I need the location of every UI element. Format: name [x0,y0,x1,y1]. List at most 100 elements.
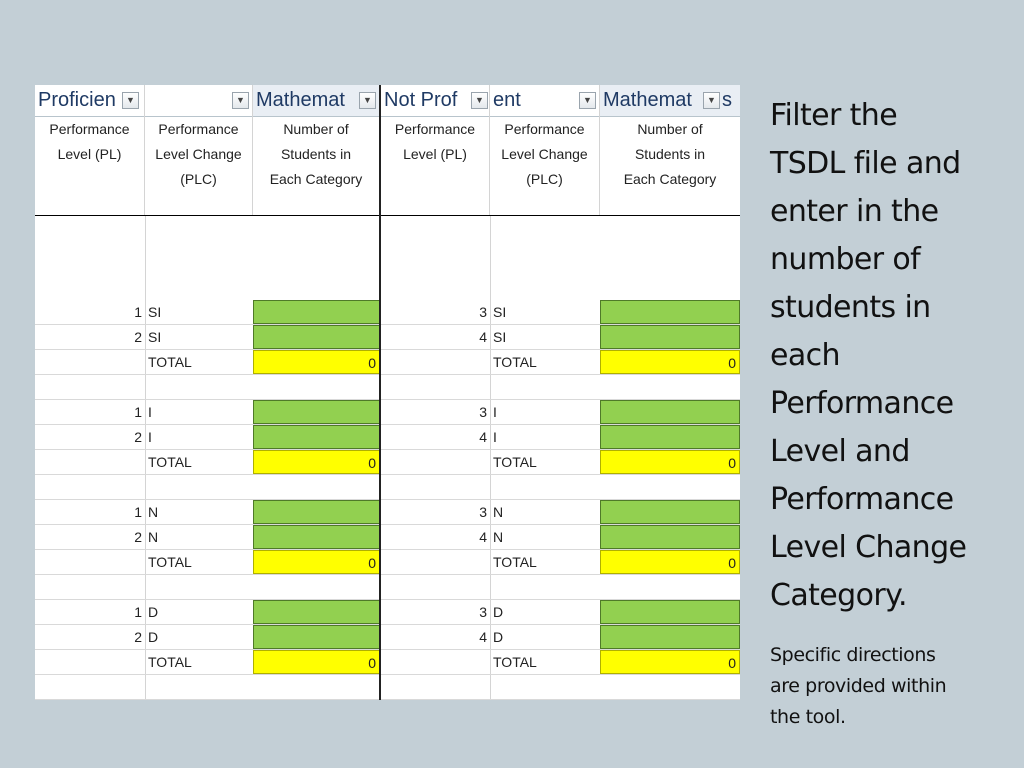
cell-pl: 1 [134,304,142,320]
filter-not-proficient-label: Not Prof [384,89,458,111]
header-pl-left: Performance Level (PL) [35,116,145,216]
dropdown-arrow-icon[interactable]: ▼ [359,92,376,109]
header-line: Level Change [155,146,242,162]
student-count-input[interactable] [253,600,380,624]
student-count-input[interactable] [600,600,740,624]
blank-row [35,375,740,400]
dropdown-arrow-icon[interactable]: ▼ [122,92,139,109]
header-line: Number of [637,121,703,137]
cell-pl: 2 [134,629,142,645]
cell-plc: SI [493,329,507,345]
spreadsheet-screenshot: Proficien ▼ ▼ Mathemat ▼ Not Prof ▼ ent … [35,85,740,700]
total-label: TOTAL [148,354,192,370]
student-count-input[interactable] [253,525,380,549]
cell-plc: D [493,629,504,645]
header-line: Each Category [623,171,717,187]
header-count-left: Number of Students in Each Category [253,116,380,216]
instruction-line: Level and [770,434,910,469]
student-count-input[interactable] [253,425,380,449]
filter-subject-left[interactable]: Mathemat ▼ [253,85,380,116]
instruction-line: each [770,338,841,373]
header-line: (PLC) [526,171,563,187]
table-row: 2 SI 4 SI [35,325,740,350]
filter-proficient-label: Proficien [38,89,116,111]
student-count-input[interactable] [600,425,740,449]
header-line: Level Change [501,146,588,162]
dropdown-arrow-icon[interactable]: ▼ [703,92,720,109]
note-line: the tool. [770,706,846,728]
table-split-divider [379,85,381,700]
header-line: Performance [504,121,585,137]
header-divider [35,215,740,216]
cell-plc: I [493,404,497,420]
table-row: 1 SI 3 SI [35,300,740,325]
filter-plc-right[interactable]: ent ▼ [490,85,600,116]
header-line: Level (PL) [403,146,467,162]
cell-pl: 3 [479,304,487,320]
grid-line [490,216,491,700]
cell-plc: I [148,404,152,420]
blank-row [35,675,740,700]
total-value: 0 [253,450,380,474]
student-count-input[interactable] [253,625,380,649]
total-value: 0 [253,650,380,674]
header-line: Students in [634,146,706,162]
student-count-input[interactable] [253,300,380,324]
student-count-input[interactable] [600,625,740,649]
total-value: 0 [600,550,740,574]
note-line: Specific directions [770,644,936,666]
cell-plc: SI [148,329,162,345]
instruction-line: Filter the [770,98,898,133]
total-label: TOTAL [493,354,537,370]
student-count-input[interactable] [600,300,740,324]
instruction-line: Performance [770,386,954,421]
header-plc-left: Performance Level Change (PLC) [145,116,253,216]
note-line: are provided within [770,675,947,697]
dropdown-arrow-icon[interactable]: ▼ [579,92,596,109]
filter-row: Proficien ▼ ▼ Mathemat ▼ Not Prof ▼ ent … [35,85,740,117]
filter-subject-left-label: Mathemat [256,89,345,111]
cell-plc: N [493,504,504,520]
header-line: Number of [283,121,349,137]
header-pl-right: Performance Level (PL) [381,116,490,216]
student-count-input[interactable] [600,500,740,524]
total-label: TOTAL [148,454,192,470]
student-count-input[interactable] [253,500,380,524]
header-plc-right: Performance Level Change (PLC) [490,116,600,216]
student-count-input[interactable] [600,400,740,424]
cell-plc: SI [493,304,507,320]
cell-pl: 1 [134,604,142,620]
header-line: Performance [394,121,476,137]
student-count-input[interactable] [253,400,380,424]
cell-plc: D [148,629,159,645]
cell-pl: 4 [479,429,487,445]
cell-plc: I [148,429,152,445]
instruction-line: number of [770,242,921,277]
filter-not-proficient[interactable]: Not Prof ▼ [381,85,490,116]
filter-proficient[interactable]: Proficien ▼ [35,85,145,116]
student-count-input[interactable] [600,525,740,549]
total-row: TOTAL 0 TOTAL 0 [35,550,740,575]
cell-plc: N [493,529,504,545]
dropdown-arrow-icon[interactable]: ▼ [232,92,249,109]
dropdown-arrow-icon[interactable]: ▼ [471,92,488,109]
cell-pl: 3 [479,504,487,520]
total-label: TOTAL [493,654,537,670]
filter-subject-right[interactable]: Mathemat ▼ s [600,85,740,116]
total-label: TOTAL [493,454,537,470]
grid-line [145,216,146,700]
total-row: TOTAL 0 TOTAL 0 [35,350,740,375]
student-count-input[interactable] [253,325,380,349]
cell-plc: D [148,604,159,620]
total-value: 0 [600,450,740,474]
cell-pl: 1 [134,404,142,420]
student-count-input[interactable] [600,325,740,349]
cell-pl: 1 [134,504,142,520]
total-label: TOTAL [493,554,537,570]
filter-plc-left[interactable]: ▼ [145,85,253,116]
cell-plc: D [493,604,504,620]
